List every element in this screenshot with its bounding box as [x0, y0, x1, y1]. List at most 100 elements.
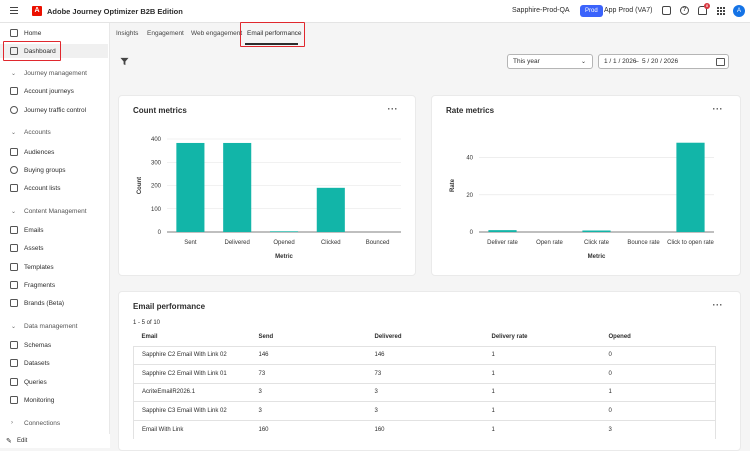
- date-start: 1 / 1 / 2026: [604, 58, 637, 65]
- sidebar-item-fragments[interactable]: Fragments: [0, 278, 108, 292]
- card-title: Count metrics: [133, 106, 187, 115]
- sidebar-item-account-journeys[interactable]: Account journeys: [0, 84, 108, 98]
- sidebar-item-assets[interactable]: Assets: [0, 241, 108, 255]
- sidebar-item-home[interactable]: Home: [0, 26, 108, 40]
- cell-delivery-rate: 1: [483, 401, 601, 420]
- date-end: 5 / 20 / 2026: [642, 58, 679, 65]
- tab-web-engagement[interactable]: Web engagement: [191, 30, 243, 37]
- x-axis-label: Metric: [588, 254, 606, 260]
- date-range-input[interactable]: 1 / 1 / 2026 – 5 / 20 / 2026: [598, 54, 729, 69]
- cell-send: 3: [250, 401, 367, 420]
- chevron-right-icon: ›: [11, 420, 13, 426]
- sidebar-item-buying-groups[interactable]: Buying groups: [0, 163, 108, 177]
- sidebar-group-label: Accounts: [24, 129, 51, 136]
- monitoring-icon: [10, 396, 18, 404]
- datasets-icon: [10, 359, 18, 367]
- sidebar-group-content-management[interactable]: ⌄ Content Management: [0, 206, 108, 218]
- x-tick-label: Bounce rate: [627, 240, 660, 246]
- x-tick-label: Sent: [184, 240, 197, 246]
- sidebar-item-datasets[interactable]: Datasets: [0, 356, 108, 370]
- email-performance-card: Email performance ··· 1 - 5 of 10 Email …: [118, 291, 741, 451]
- tab-engagement[interactable]: Engagement: [147, 30, 184, 37]
- sandbox-name[interactable]: Sapphire-Prod-QA: [512, 7, 570, 14]
- sidebar-item-schemas[interactable]: Schemas: [0, 338, 108, 352]
- sidebar-item-brands[interactable]: Brands (Beta): [0, 296, 108, 310]
- hamburger-menu-icon[interactable]: [10, 7, 18, 14]
- notification-count-badge: 8: [704, 3, 710, 9]
- y-tick-label: 300: [151, 160, 162, 166]
- calendar-icon[interactable]: [716, 58, 725, 66]
- column-header-email[interactable]: Email: [141, 333, 158, 340]
- column-header-delivery-rate[interactable]: Delivery rate: [491, 333, 528, 340]
- feedback-icon[interactable]: [662, 6, 671, 15]
- table-row[interactable]: Sapphire C2 Email With Link 01 73 73 1 0: [133, 364, 716, 383]
- chevron-down-icon: ⌄: [11, 130, 17, 136]
- email-performance-highlight: [240, 22, 305, 47]
- sidebar-item-dashboard[interactable]: Dashboard: [0, 44, 108, 58]
- bar: [582, 230, 611, 232]
- column-header-send[interactable]: Send: [258, 333, 274, 340]
- adobe-logo-icon: A: [32, 6, 42, 16]
- y-tick-label: 400: [151, 137, 162, 143]
- sidebar-item-label: Account journeys: [24, 87, 74, 95]
- y-tick-label: 0: [470, 230, 474, 236]
- tab-email-performance[interactable]: Email performance: [247, 30, 302, 37]
- org-switcher[interactable]: App Prod (VA7): [604, 7, 653, 14]
- sidebar-item-label: Account lists: [24, 184, 61, 192]
- sidebar-edit[interactable]: ✎ Edit: [0, 434, 110, 448]
- active-tab-indicator: [245, 43, 298, 45]
- filter-icon[interactable]: [120, 57, 129, 66]
- y-tick-label: 0: [158, 230, 162, 236]
- cell-opened: 3: [600, 419, 716, 439]
- table-row[interactable]: Sapphire C2 Email With Link 02 146 146 1…: [133, 345, 716, 365]
- sidebar-group-accounts[interactable]: ⌄ Accounts: [0, 127, 108, 139]
- sidebar-item-emails[interactable]: Emails: [0, 223, 108, 237]
- more-icon[interactable]: ···: [712, 300, 723, 310]
- sidebar-item-journey-traffic-control[interactable]: Journey traffic control: [0, 103, 108, 117]
- bar: [316, 187, 345, 232]
- x-tick-label: Bounced: [366, 240, 390, 246]
- bar: [223, 142, 252, 232]
- sidebar-item-label: Assets: [24, 244, 44, 252]
- y-tick-label: 200: [151, 184, 162, 190]
- sidebar-item-audiences[interactable]: Audiences: [0, 145, 108, 159]
- count-metrics-chart: 0 100 200 300 400 Sent Delivered Opened Clicked B…: [137, 137, 401, 260]
- app-grid-icon[interactable]: [717, 7, 725, 15]
- sidebar-item-account-lists[interactable]: Account lists: [0, 181, 108, 195]
- home-icon: [10, 29, 18, 37]
- cell-email: Sapphire C2 Email With Link 01: [133, 364, 251, 383]
- table-row[interactable]: Email With Link 160 160 1 3: [133, 419, 716, 439]
- x-tick-label: Opened: [273, 240, 294, 246]
- cell-delivered: 73: [366, 364, 484, 383]
- sidebar-item-queries[interactable]: Queries: [0, 375, 108, 389]
- table-row[interactable]: Sapphire C3 Email With Link 02 3 3 1 0: [133, 401, 716, 420]
- pencil-icon: ✎: [6, 438, 12, 445]
- help-icon[interactable]: ?: [680, 6, 689, 15]
- cell-send: 73: [250, 364, 367, 383]
- y-tick-label: 20: [466, 193, 473, 199]
- bell-icon[interactable]: [698, 6, 707, 15]
- schemas-icon: [10, 341, 18, 349]
- sidebar-item-templates[interactable]: Templates: [0, 260, 108, 274]
- audiences-icon: [10, 148, 18, 156]
- avatar[interactable]: A: [733, 5, 745, 17]
- sidebar-group-journey-management[interactable]: ⌄ Journey management: [0, 68, 108, 80]
- more-icon[interactable]: ···: [712, 104, 723, 114]
- card-title: Email performance: [133, 302, 206, 311]
- rate-metrics-chart: 0 20 40 Deliver rate Open rate Click rate Boun…: [450, 142, 715, 260]
- period-select[interactable]: This year ⌄: [507, 54, 593, 69]
- column-header-opened[interactable]: Opened: [608, 333, 631, 340]
- column-header-delivered[interactable]: Delivered: [374, 333, 402, 340]
- pagination-count: 1 - 5 of 10: [133, 320, 161, 326]
- sidebar-item-label: Dashboard: [24, 47, 56, 55]
- sidebar-group-connections[interactable]: › Connections: [0, 418, 108, 430]
- sidebar-item-label: Home: [24, 29, 42, 37]
- table-row[interactable]: AcriteEmailR2026.1 3 3 1 1: [133, 382, 716, 402]
- more-icon[interactable]: ···: [387, 104, 398, 114]
- sidebar-item-monitoring[interactable]: Monitoring: [0, 393, 108, 407]
- cell-delivered: 160: [366, 419, 484, 439]
- tab-insights[interactable]: Insights: [116, 30, 139, 37]
- sidebar-group-data-management[interactable]: ⌄ Data management: [0, 321, 108, 333]
- y-axis-label: Count: [137, 177, 143, 194]
- cell-delivered: 3: [366, 401, 484, 420]
